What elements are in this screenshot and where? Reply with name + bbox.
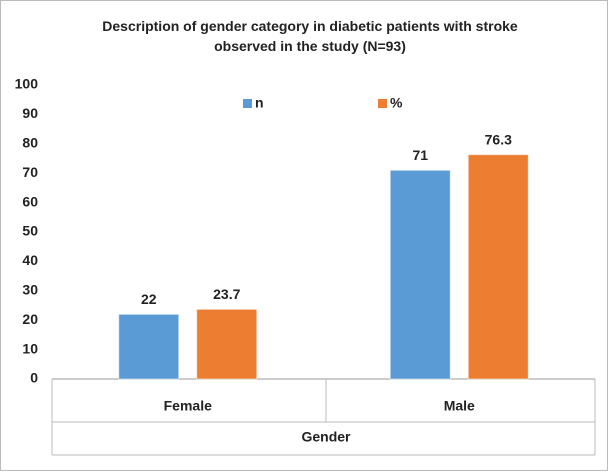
y-tick-label: 80 (22, 135, 38, 151)
legend-swatch (378, 99, 387, 108)
y-tick-label: 90 (22, 105, 38, 121)
data-label: 23.7 (213, 286, 240, 302)
legend-swatch (243, 99, 252, 108)
legend-label: % (390, 95, 403, 111)
y-tick-label: 50 (22, 223, 38, 239)
y-tick-label: 70 (22, 164, 38, 180)
y-tick-label: 60 (22, 193, 38, 209)
y-tick-label: 10 (22, 340, 38, 356)
y-tick-label: 40 (22, 252, 38, 268)
bar (467, 154, 529, 380)
bar (389, 169, 451, 380)
y-tick-label: 100 (15, 76, 39, 92)
y-tick-label: 0 (30, 370, 38, 386)
x-tick-label: Female (164, 398, 212, 414)
legend-label: n (255, 95, 264, 111)
y-tick-label: 30 (22, 282, 38, 298)
x-axis-label: Gender (301, 429, 351, 445)
data-label: 22 (141, 291, 157, 307)
bar (196, 308, 258, 380)
y-tick-label: 20 (22, 311, 38, 327)
data-label: 76.3 (485, 131, 512, 147)
data-label: 71 (412, 147, 428, 163)
x-tick-label: Male (444, 398, 475, 414)
bar (118, 313, 180, 380)
chart-title: Description of gender category in diabet… (102, 18, 518, 54)
